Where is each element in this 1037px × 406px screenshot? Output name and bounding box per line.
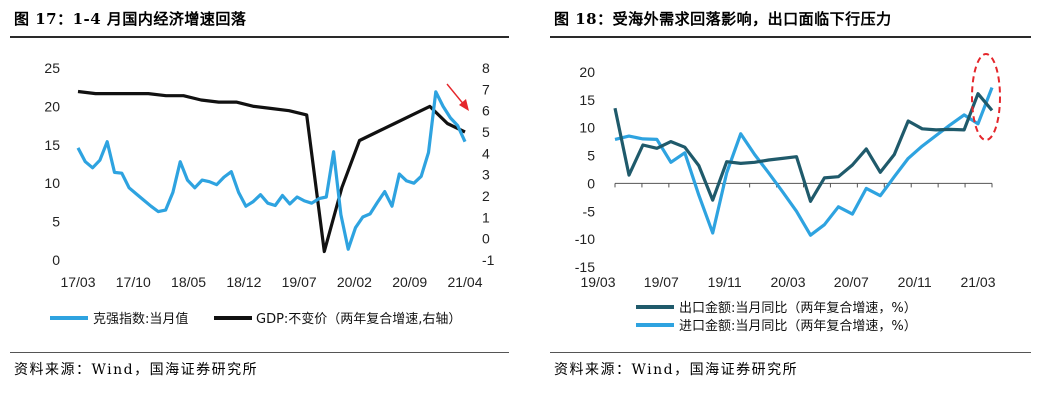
right-y-tick-label: 8 (482, 60, 490, 76)
import-series-line (614, 87, 994, 237)
legend-label-export: 出口金额:当月同比（两年复合增速，%） (679, 300, 917, 316)
trend-arrow-head (459, 99, 469, 111)
export-series-line (613, 92, 994, 203)
right-figure-panel: 图 18：受海外需求回落影响，出口面临下行压力 -15 -10 -5 0 5 10 15 20… (540, 0, 1037, 406)
x-tick-label: 17/03 (60, 274, 95, 290)
x-tick-label: 17/10 (116, 274, 151, 290)
right-y-tick-label: 0 (587, 175, 595, 191)
right-y-tick-label: -5 (583, 203, 596, 219)
left-y-tick-label: 10 (44, 175, 60, 191)
right-y-tick-label: 10 (579, 120, 595, 136)
legend-label-import: 进口金额:当月同比（两年复合增速，%） (679, 318, 917, 334)
left-chart: 0 5 10 15 20 25 -1 0 1 2 3 4 5 6 7 8 17/03 17/10 18/05 18/1… (44, 60, 495, 327)
left-source-rule (10, 352, 509, 353)
right-y-tick-label: 4 (482, 145, 490, 161)
x-tick-label: 20/11 (898, 274, 932, 290)
right-y-tick-label: 20 (579, 64, 595, 80)
left-y-tick-label: 5 (52, 214, 60, 230)
right-chart: -15 -10 -5 0 5 10 15 20 19/03 19/07 19/11 20/03 20/0… (575, 53, 1001, 334)
x-tick-label: 20/02 (337, 274, 372, 290)
gdp-series-line (77, 89, 466, 254)
right-y-tick-label: 2 (482, 188, 490, 204)
x-tick-label: 19/11 (708, 274, 742, 290)
x-tick-label: 18/12 (226, 274, 261, 290)
right-source-rule (550, 352, 1031, 353)
left-title-rule (10, 36, 509, 38)
left-y-tick-label: 15 (44, 137, 60, 153)
right-title-rule (550, 36, 1031, 38)
x-tick-label: 18/05 (171, 274, 206, 290)
left-source-note: 资料来源：Wind，国海证券研究所 (14, 362, 259, 378)
left-figure-panel: 图 17：1-4 月国内经济增速回落 0 5 10 15 20 25 -1 0 1 2 3 4 5 6 7 8… (0, 0, 515, 406)
x-tick-label: 20/03 (770, 274, 805, 290)
x-tick-label: 20/09 (392, 274, 427, 290)
right-source-note: 资料来源：Wind，国海证券研究所 (554, 362, 799, 378)
right-y-tick-label: 0 (482, 231, 490, 247)
x-tick-label: 19/07 (282, 274, 317, 290)
right-y-tick-label: 1 (482, 209, 490, 225)
legend-label-keqiang: 克强指数:当月值 (93, 311, 188, 327)
left-y-tick-label: 25 (44, 60, 60, 76)
legend-label-gdp: GDP:不变价（两年复合增速,右轴） (256, 311, 461, 327)
left-y-tick-label: 0 (52, 252, 60, 268)
x-tick-label: 19/07 (644, 274, 679, 290)
right-y-tick-label: 5 (587, 148, 595, 164)
right-y-tick-label: 7 (482, 81, 490, 97)
keqiang-series-line (76, 90, 467, 251)
left-y-tick-label: 20 (44, 98, 60, 114)
right-y-tick-label: -1 (482, 252, 495, 268)
right-y-tick-label: 6 (482, 103, 490, 119)
x-tick-label: 19/03 (580, 274, 615, 290)
right-y-tick-label: 5 (482, 124, 490, 140)
x-tick-label: 21/04 (447, 274, 482, 290)
highlight-ellipse (971, 53, 1001, 141)
right-y-tick-label: 15 (579, 92, 595, 108)
trend-arrow-shaft (446, 83, 466, 107)
x-tick-label: 20/07 (834, 274, 869, 290)
left-figure-title: 图 17：1-4 月国内经济增速回落 (14, 10, 247, 28)
x-tick-label: 21/03 (960, 274, 995, 290)
right-y-tick-label: -10 (575, 231, 595, 247)
right-y-tick-label: 3 (482, 167, 490, 183)
right-figure-title: 图 18：受海外需求回落影响，出口面临下行压力 (554, 10, 892, 28)
right-y-tick-label: -15 (575, 259, 595, 275)
